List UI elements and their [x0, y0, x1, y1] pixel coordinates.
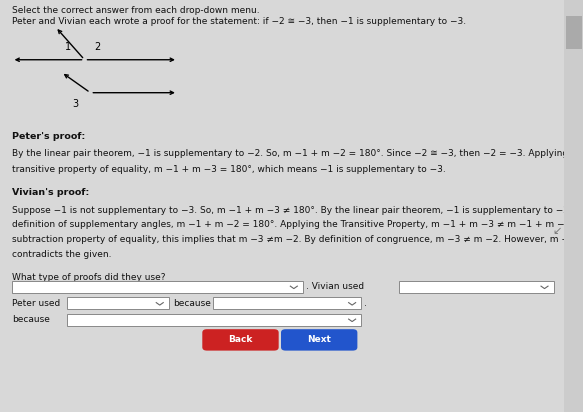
Text: because: because	[173, 299, 211, 308]
Text: because: because	[12, 315, 50, 324]
Text: contradicts the given.: contradicts the given.	[12, 250, 111, 259]
Text: Suppose −1 is not supplementary to −3. So, m −1 + m −3 ≠ 180°. By the linear pai: Suppose −1 is not supplementary to −3. S…	[12, 206, 583, 215]
Text: transitive property of equality, m −1 + m −3 = 180°, which means −1 is supplemen: transitive property of equality, m −1 + …	[12, 165, 445, 174]
FancyBboxPatch shape	[67, 314, 361, 326]
Text: Peter and Vivian each wrote a proof for the statement: if −2 ≅ −3, then −1 is su: Peter and Vivian each wrote a proof for …	[12, 17, 466, 26]
Text: Back: Back	[229, 335, 252, 344]
Text: By the linear pair theorem, −1 is supplementary to −2. So, m −1 + m −2 = 180°. S: By the linear pair theorem, −1 is supple…	[12, 149, 583, 158]
FancyBboxPatch shape	[399, 281, 554, 293]
Text: Peter's proof:: Peter's proof:	[12, 132, 85, 141]
FancyBboxPatch shape	[281, 329, 357, 351]
FancyBboxPatch shape	[12, 281, 303, 293]
Text: ↙: ↙	[552, 226, 561, 236]
Text: Peter used: Peter used	[12, 299, 60, 308]
FancyBboxPatch shape	[213, 297, 361, 309]
Text: subtraction property of equality, this implies that m −3 ≠m −2. By definition of: subtraction property of equality, this i…	[12, 235, 583, 244]
Text: 2: 2	[94, 42, 100, 52]
Text: What type of proofs did they use?: What type of proofs did they use?	[12, 273, 165, 282]
Text: definition of supplementary angles, m −1 + m −2 = 180°. Applying the Transitive : definition of supplementary angles, m −1…	[12, 220, 583, 229]
Text: . Vivian used: . Vivian used	[306, 282, 364, 291]
Text: 1: 1	[65, 42, 71, 52]
Text: 3: 3	[73, 99, 79, 109]
Text: Vivian's proof:: Vivian's proof:	[12, 188, 89, 197]
FancyBboxPatch shape	[67, 297, 169, 309]
FancyBboxPatch shape	[202, 329, 279, 351]
Text: Next: Next	[307, 335, 331, 344]
FancyBboxPatch shape	[564, 0, 583, 412]
Text: .: .	[364, 299, 367, 308]
Text: Select the correct answer from each drop-down menu.: Select the correct answer from each drop…	[12, 6, 259, 15]
FancyBboxPatch shape	[566, 16, 582, 49]
